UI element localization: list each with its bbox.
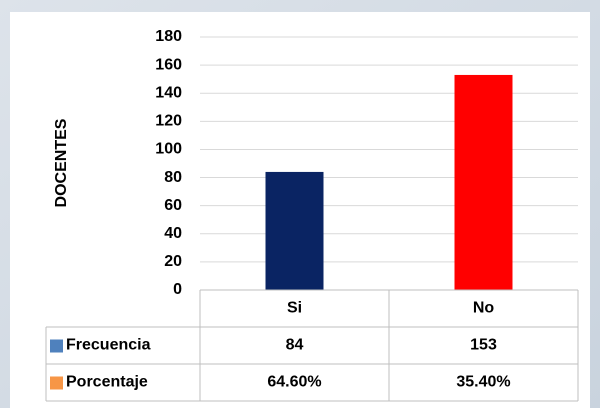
y-tick-label: 140 (155, 84, 182, 101)
bar (454, 74, 513, 290)
legend-label: Porcentaje (66, 374, 148, 391)
legend-key (50, 339, 63, 353)
y-axis-title: DOCENTES (53, 118, 70, 207)
table-value: 35.40% (456, 374, 510, 391)
bar (265, 171, 324, 290)
table-value: 153 (470, 337, 497, 354)
table-value: 84 (286, 337, 304, 354)
y-tick-label: 100 (155, 141, 182, 158)
y-tick-label: 20 (164, 253, 182, 270)
table-value: 64.60% (267, 374, 321, 391)
y-tick-label: 120 (155, 113, 182, 130)
y-tick-label: 80 (164, 169, 182, 186)
legend-key (50, 376, 63, 390)
x-tick-label: No (473, 300, 495, 317)
y-tick-label: 160 (155, 56, 182, 73)
x-tick-label: Si (287, 300, 302, 317)
y-tick-label: 0 (173, 281, 182, 298)
y-tick-label: 180 (155, 28, 182, 45)
y-tick-label: 40 (164, 225, 182, 242)
legend-label: Frecuencia (66, 337, 151, 354)
y-tick-label: 60 (164, 197, 182, 214)
